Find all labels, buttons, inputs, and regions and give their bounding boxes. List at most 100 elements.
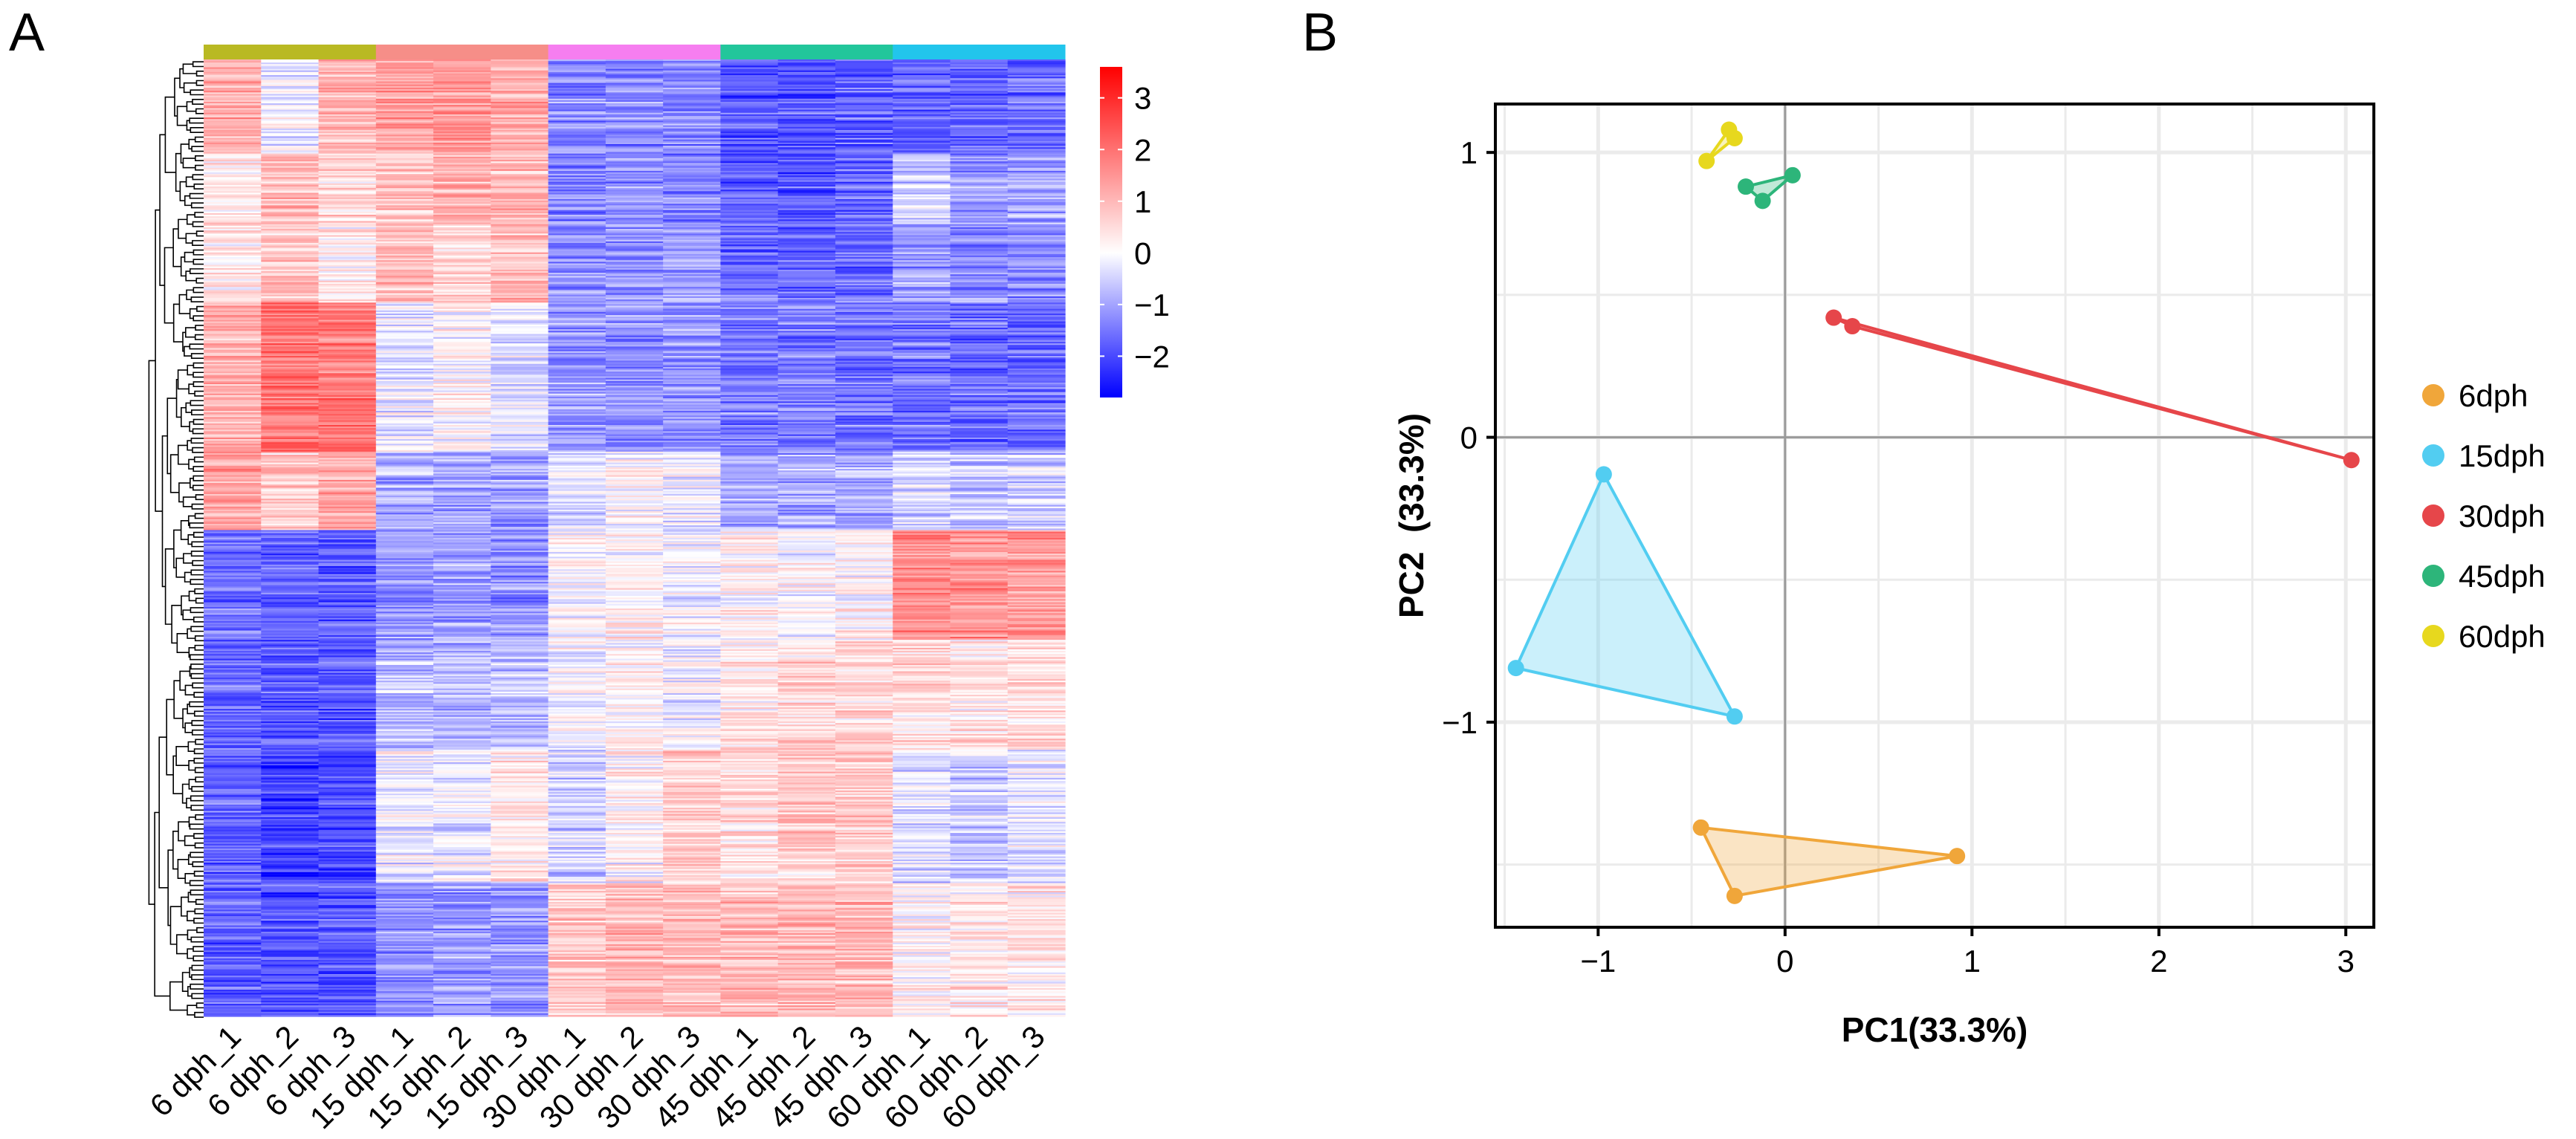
heatmap-cell: [548, 233, 606, 236]
heatmap-cell: [261, 177, 320, 180]
heatmap-cell: [433, 197, 491, 200]
heatmap-cell: [893, 117, 951, 120]
heatmap-cell: [548, 461, 606, 464]
heatmap-cell: [433, 224, 491, 227]
heatmap-cell: [893, 441, 951, 443]
heatmap-cell: [1007, 274, 1066, 276]
heatmap-cell: [720, 441, 779, 443]
heatmap-cell: [893, 572, 951, 575]
heatmap-cell: [777, 274, 836, 276]
heatmap-cell: [663, 252, 721, 255]
heatmap-cell: [375, 225, 434, 228]
heatmap-cell: [605, 91, 664, 93]
heatmap-cell: [835, 396, 893, 399]
heatmap-cell: [1007, 236, 1066, 239]
heatmap-cell: [261, 191, 320, 194]
heatmap-cell: [950, 172, 1009, 175]
heatmap-cell: [777, 160, 836, 162]
heatmap-cell: [663, 550, 721, 553]
heatmap-cell: [491, 293, 549, 296]
heatmap-cell: [261, 97, 320, 100]
heatmap-cell: [720, 150, 779, 153]
heatmap-cell: [893, 271, 951, 273]
heatmap-cell: [605, 236, 664, 239]
heatmap-cell: [318, 259, 377, 261]
heatmap-cell: [950, 392, 1009, 395]
heatmap-cell: [777, 253, 836, 256]
heatmap-cell: [950, 287, 1009, 289]
heatmap-cell: [777, 525, 836, 528]
heatmap-cell: [663, 235, 721, 238]
heatmap-cell: [605, 523, 664, 526]
heatmap-cell: [605, 438, 664, 441]
heatmap-cell: [1007, 403, 1066, 406]
heatmap-cell: [491, 126, 549, 129]
heatmap-cell: [777, 75, 836, 77]
heatmap-cell: [605, 89, 664, 91]
heatmap-cell: [1007, 106, 1066, 109]
heatmap-cell: [663, 357, 721, 360]
heatmap-cell: [663, 192, 721, 195]
heatmap-cell: [720, 119, 779, 121]
heatmap-cell: [548, 578, 606, 581]
heatmap-cell: [261, 577, 320, 580]
heatmap-cell: [777, 351, 836, 354]
heatmap-cell: [548, 229, 606, 231]
heatmap-cell: [204, 249, 262, 252]
heatmap-cell: [548, 550, 606, 553]
heatmap-cell: [318, 465, 377, 468]
heatmap-cell: [1007, 507, 1066, 510]
heatmap-cell: [835, 564, 893, 567]
heatmap-cell: [835, 130, 893, 132]
heatmap-cell: [950, 227, 1009, 230]
heatmap-cell: [204, 470, 262, 473]
heatmap-cell: [893, 365, 951, 368]
heatmap-cell: [893, 299, 951, 302]
heatmap-cell: [433, 481, 491, 484]
heatmap-cell: [777, 122, 836, 125]
heatmap-cell: [720, 243, 779, 245]
heatmap-cell: [318, 89, 377, 91]
heatmap-cell: [950, 533, 1009, 536]
heatmap-cell: [433, 429, 491, 432]
heatmap-cell: [548, 423, 606, 426]
heatmap-cell: [491, 262, 549, 265]
heatmap-cell: [375, 392, 434, 395]
heatmap-cell: [720, 247, 779, 250]
heatmap-cell: [318, 533, 377, 536]
heatmap-cell: [261, 294, 320, 297]
heatmap-cell: [318, 544, 377, 547]
heatmap-cell: [950, 116, 1009, 118]
heatmap-cell: [893, 371, 951, 374]
heatmap-cell: [835, 349, 893, 352]
heatmap-cell: [204, 329, 262, 331]
heatmap-cell: [261, 279, 320, 282]
heatmap-cell: [261, 186, 320, 189]
heatmap-cell: [433, 328, 491, 330]
heatmap-cell: [318, 102, 377, 104]
heatmap-cell: [950, 89, 1009, 91]
heatmap-cell: [605, 507, 664, 510]
heatmap-cell: [835, 338, 893, 341]
heatmap-cell: [893, 301, 951, 303]
heatmap-cell: [375, 525, 434, 528]
heatmap-cell: [491, 120, 549, 123]
heatmap-cell: [261, 575, 320, 578]
heatmap-cell: [433, 547, 491, 550]
heatmap-cell: [663, 74, 721, 76]
heatmap-cell: [204, 224, 262, 227]
heatmap-cell: [605, 559, 664, 562]
heatmap-cell: [375, 569, 434, 571]
heatmap-cell: [433, 134, 491, 137]
heatmap-cell: [433, 368, 491, 371]
heatmap-cell: [950, 338, 1009, 341]
heatmap-cell: [663, 503, 721, 506]
heatmap-cell: [835, 202, 893, 204]
heatmap-cell: [318, 423, 377, 426]
heatmap-cell: [318, 445, 377, 448]
heatmap-cell: [433, 539, 491, 542]
heatmap-cell: [605, 164, 664, 167]
heatmap-cell: [720, 283, 779, 286]
heatmap-cell: [548, 476, 606, 479]
heatmap-cell: [1007, 114, 1066, 117]
